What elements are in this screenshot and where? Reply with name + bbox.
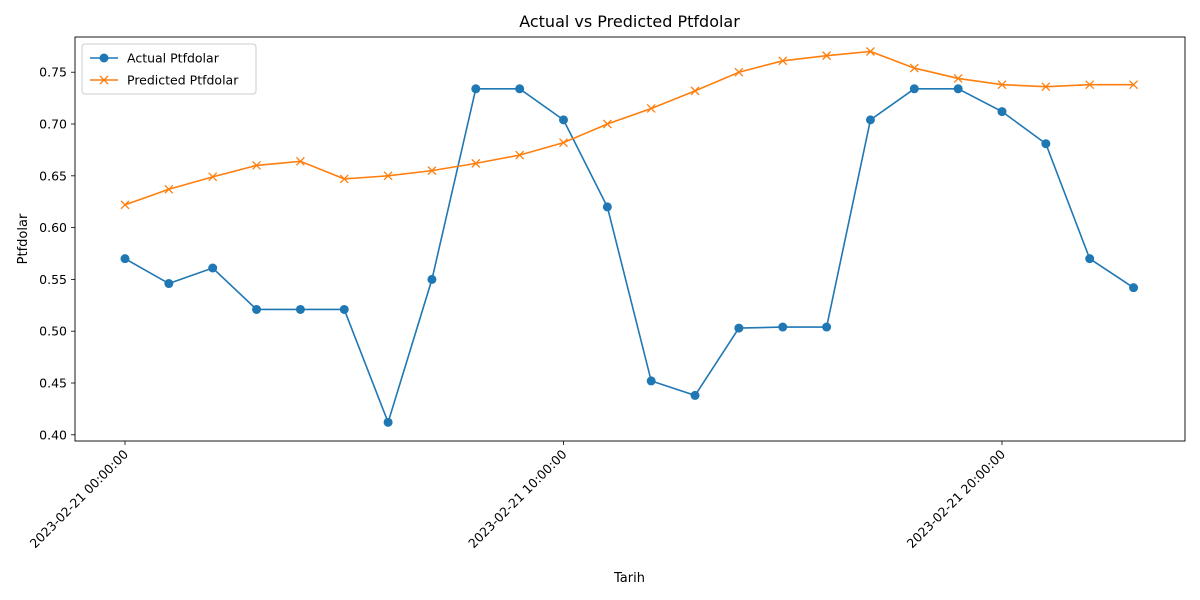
x-tick-label: 2023-02-21 10:00:00 bbox=[465, 446, 570, 551]
x-marker-stroke bbox=[646, 104, 656, 113]
x-marker-stroke bbox=[515, 150, 525, 160]
data-point-predicted bbox=[953, 73, 963, 83]
data-point-predicted bbox=[690, 86, 700, 96]
data-point-actual bbox=[252, 304, 262, 314]
x-marker-stroke bbox=[383, 171, 393, 181]
x-marker-stroke bbox=[1041, 82, 1051, 92]
data-point-actual bbox=[953, 84, 963, 94]
data-point-predicted bbox=[120, 200, 130, 210]
data-point-actual bbox=[427, 274, 437, 284]
data-point-predicted bbox=[734, 67, 744, 77]
legend-marker-circle bbox=[99, 53, 109, 63]
data-point-predicted bbox=[515, 150, 525, 160]
x-marker-stroke bbox=[427, 166, 437, 176]
data-point-predicted bbox=[646, 104, 656, 113]
data-point-predicted bbox=[822, 51, 832, 61]
y-tick-label: 0.70 bbox=[39, 117, 67, 132]
x-marker-stroke bbox=[997, 80, 1007, 90]
data-point-actual bbox=[997, 107, 1007, 117]
plot-area: 0.40 0.45 0.50 0.55 0.60 0.65 0.70 0.75 2023-02-… bbox=[27, 36, 1186, 551]
x-axis-label: Tarih bbox=[613, 571, 645, 586]
y-axis-label: Ptfdolar bbox=[16, 213, 31, 264]
data-point-predicted bbox=[1129, 80, 1139, 90]
x-tick-label: 2023-02-21 00:00:00 bbox=[27, 446, 132, 551]
data-point-actual bbox=[1129, 283, 1139, 293]
data-point-actual bbox=[909, 84, 919, 94]
data-point-actual bbox=[515, 84, 525, 94]
data-point-actual bbox=[778, 322, 788, 332]
legend-label: Predicted Ptfdolar bbox=[127, 73, 239, 88]
data-point-actual bbox=[646, 376, 656, 386]
x-marker-stroke bbox=[1085, 80, 1095, 90]
y-tick-label: 0.55 bbox=[39, 272, 67, 287]
data-point-predicted bbox=[1085, 80, 1095, 90]
data-point-predicted bbox=[252, 160, 262, 170]
legend-label: Actual Ptfdolar bbox=[127, 51, 220, 66]
y-tick-label: 0.50 bbox=[39, 324, 67, 339]
data-point-actual bbox=[208, 263, 218, 273]
x-marker-stroke bbox=[865, 47, 875, 56]
data-point-predicted bbox=[427, 166, 437, 176]
legend: Actual Ptfdolar Predicted Ptfdolar bbox=[81, 43, 257, 95]
data-point-predicted bbox=[559, 138, 568, 148]
x-marker-stroke bbox=[120, 200, 130, 210]
data-point-actual bbox=[164, 279, 174, 289]
x-marker-stroke bbox=[252, 160, 262, 170]
x-marker-stroke bbox=[602, 119, 612, 129]
y-tick-label: 0.65 bbox=[39, 168, 67, 183]
data-point-predicted bbox=[1041, 82, 1051, 92]
y-tick-label: 0.75 bbox=[39, 65, 67, 80]
x-marker-stroke bbox=[559, 138, 568, 148]
x-marker-stroke bbox=[471, 158, 481, 168]
data-point-predicted bbox=[997, 80, 1007, 90]
x-marker-stroke bbox=[339, 174, 349, 184]
data-point-actual bbox=[471, 84, 481, 94]
data-point-actual bbox=[339, 304, 349, 314]
y-tick-label: 0.45 bbox=[39, 375, 67, 390]
x-marker-stroke bbox=[295, 156, 305, 166]
legend-box bbox=[81, 43, 257, 95]
data-point-predicted bbox=[865, 47, 875, 56]
x-marker-stroke bbox=[690, 86, 700, 96]
y-tick-label: 0.60 bbox=[39, 220, 67, 235]
x-marker-stroke bbox=[1129, 80, 1139, 90]
data-point-actual bbox=[690, 390, 700, 400]
data-point-predicted bbox=[164, 184, 174, 194]
data-point-actual bbox=[295, 304, 305, 314]
data-point-predicted bbox=[339, 174, 349, 184]
chart-title: Actual vs Predicted Ptfdolar bbox=[519, 12, 740, 31]
data-point-actual bbox=[383, 417, 393, 427]
x-marker-stroke bbox=[734, 67, 744, 77]
data-point-actual bbox=[865, 115, 875, 125]
x-marker-stroke bbox=[822, 51, 832, 61]
data-point-predicted bbox=[778, 56, 788, 66]
data-point-predicted bbox=[909, 63, 919, 73]
x-marker-stroke bbox=[208, 172, 218, 182]
data-point-actual bbox=[734, 323, 744, 333]
x-marker-stroke bbox=[778, 56, 788, 66]
series-line bbox=[124, 87, 1134, 425]
x-marker-stroke bbox=[909, 63, 919, 73]
data-point-predicted bbox=[383, 171, 393, 181]
data-point-predicted bbox=[295, 156, 305, 166]
x-marker-stroke bbox=[953, 73, 963, 83]
data-point-actual bbox=[559, 115, 568, 125]
series-line bbox=[124, 50, 1134, 206]
x-marker-stroke bbox=[164, 184, 174, 194]
data-point-actual bbox=[822, 322, 832, 332]
axes-frame bbox=[74, 36, 1186, 442]
x-tick-label: 2023-02-21 20:00:00 bbox=[904, 446, 1009, 551]
y-tick-label: 0.40 bbox=[39, 427, 67, 442]
data-point-predicted bbox=[208, 172, 218, 182]
data-point-predicted bbox=[471, 158, 481, 168]
data-point-actual bbox=[1085, 254, 1095, 264]
data-point-actual bbox=[1041, 139, 1051, 149]
data-point-actual bbox=[120, 254, 130, 264]
data-point-predicted bbox=[602, 119, 612, 129]
legend-marker-x bbox=[99, 75, 109, 85]
data-point-actual bbox=[602, 202, 612, 212]
